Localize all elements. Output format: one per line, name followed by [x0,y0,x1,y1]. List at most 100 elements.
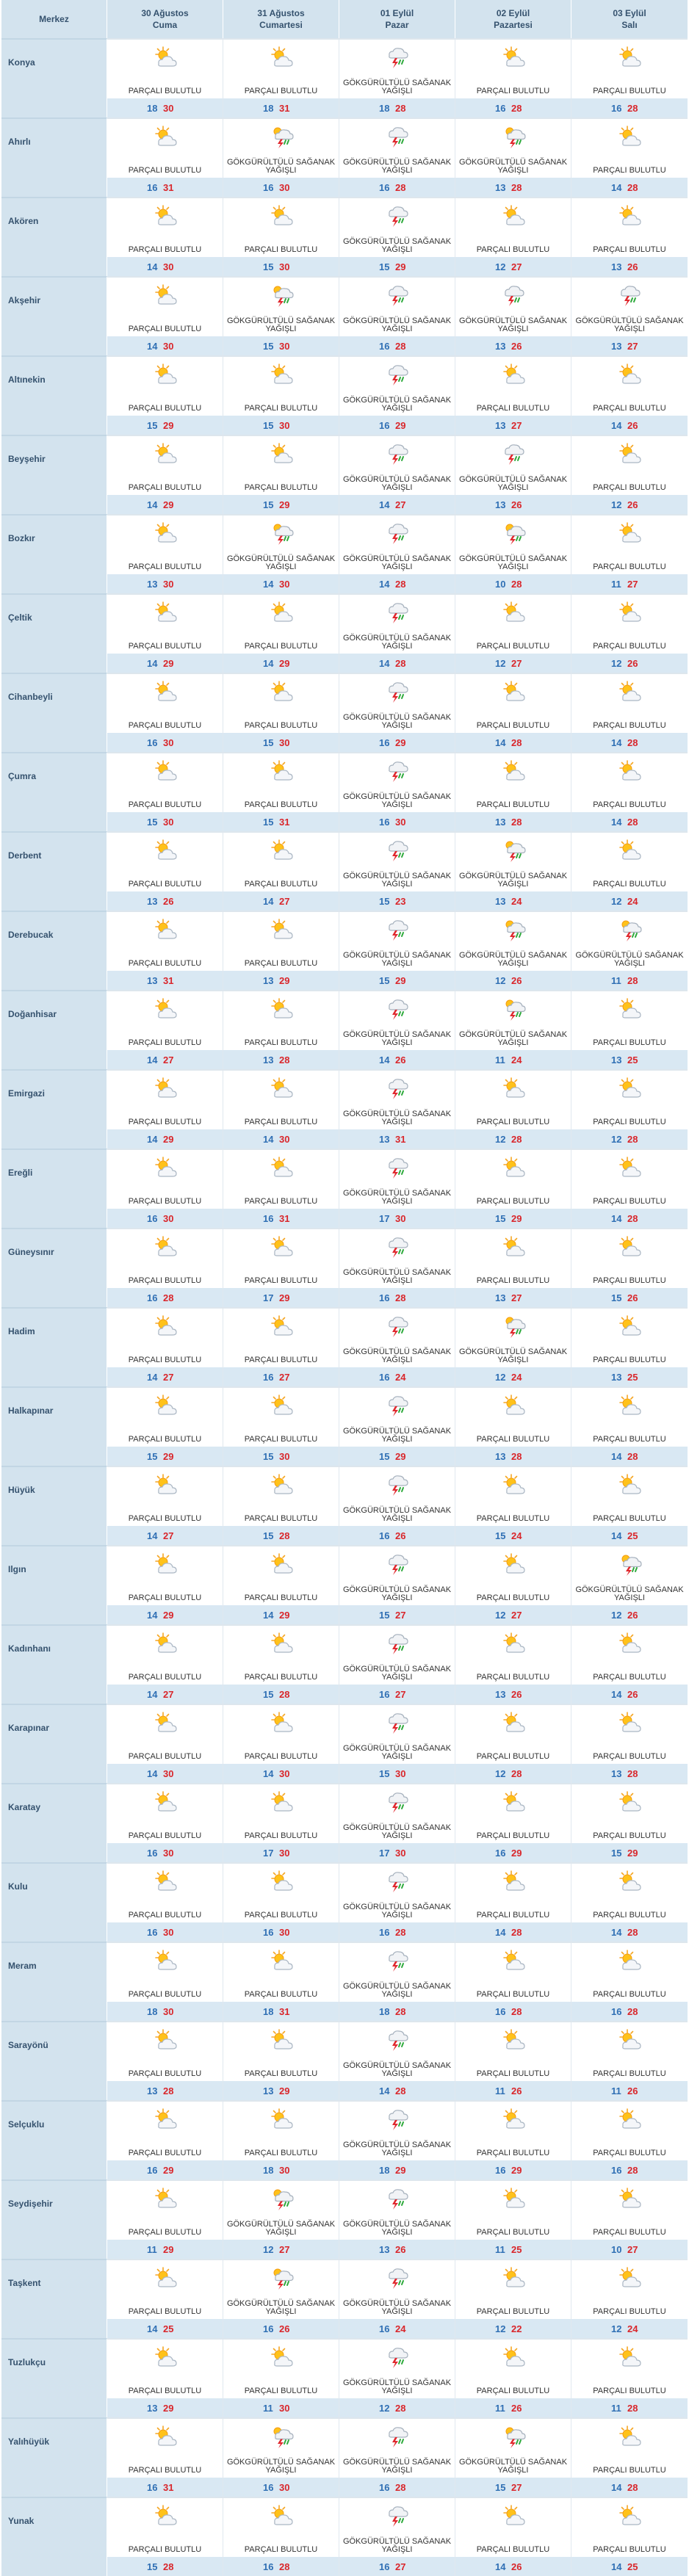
min-temp: 14 [611,1688,622,1700]
city-cell: Meram [1,1942,107,2021]
city-name[interactable]: Hadim [8,1326,35,1336]
condition-text: PARÇALI BULUTLU [128,404,202,413]
condition-text: PARÇALI BULUTLU [128,2149,202,2157]
thunderstorm-sun-icon [268,2266,295,2290]
weather-box: PARÇALI BULUTLU [107,595,223,654]
city-name[interactable]: Bozkır [8,533,35,543]
condition-text: PARÇALI BULUTLU [593,880,666,889]
city-name[interactable]: Konya [8,57,35,68]
thunderstorm-icon [384,759,411,783]
city-name[interactable]: Akşehir [8,295,41,305]
max-temp: 28 [511,102,522,114]
city-name[interactable]: Karatay [8,1802,41,1812]
city-name[interactable]: Hüyük [8,1485,35,1495]
city-name[interactable]: Cihanbeyli [8,692,53,702]
temperature-bar: 16 30 [107,733,223,752]
city-name[interactable]: Tuzlukçu [8,2357,46,2367]
city-name[interactable]: Kulu [8,1881,28,1892]
min-temp: 11 [611,578,621,590]
forecast-rows: Konya PARÇALI BULUTLU 18 30 PARÇALI BULUTLU 1… [1,38,688,2576]
condition-text: GÖKGÜRÜLTÜLÜ SAĞANAK YAĞIŞLI [226,158,336,175]
day-forecast-cell: PARÇALI BULUTLU 13 30 [107,514,223,593]
city-name[interactable]: Akören [8,216,39,226]
day-forecast-cell: PARÇALI BULUTLU 12 26 [571,593,688,673]
city-name[interactable]: Derebucak [8,930,54,940]
day-forecast-cell: PARÇALI BULUTLU 11 26 [571,2021,688,2100]
city-name[interactable]: Derbent [8,850,42,861]
city-name[interactable]: Karapınar [8,1723,50,1733]
city-name[interactable]: Yunak [8,2516,35,2526]
condition-text: PARÇALI BULUTLU [593,1435,666,1444]
thunderstorm-icon [384,601,411,624]
temperature-bar: 14 29 [107,654,223,673]
condition-text: PARÇALI BULUTLU [476,1276,550,1285]
city-name[interactable]: Meram [8,1961,37,1971]
temperature-bar: 18 28 [339,2002,455,2021]
partly-cloudy-icon [152,1949,178,1972]
city-name[interactable]: Yalıhüyük [8,2436,50,2447]
partly-cloudy-icon [152,2028,178,2052]
max-temp: 30 [163,340,174,352]
weather-box: PARÇALI BULUTLU [571,2419,688,2478]
city-name[interactable]: Doğanhisar [8,1009,57,1019]
city-name[interactable]: Selçuklu [8,2119,45,2130]
city-name[interactable]: Ahırlı [8,137,31,147]
condition-text: GÖKGÜRÜLTÜLÜ SAĞANAK YAĞIŞLI [226,554,336,571]
city-name[interactable]: Taşkent [8,2278,41,2288]
min-temp: 11 [147,2243,157,2255]
min-temp: 14 [611,419,622,431]
weather-box: GÖKGÜRÜLTÜLÜ SAĞANAK YAĞIŞLI [223,119,339,178]
min-temp: 13 [495,895,506,907]
city-cell: Cihanbeyli [1,673,107,752]
day-forecast-cell: PARÇALI BULUTLU 13 28 [223,990,339,1069]
day-forecast-cell: PARÇALI BULUTLU 16 30 [107,1148,223,1228]
condition-text: PARÇALI BULUTLU [476,1990,550,1999]
weather-box: PARÇALI BULUTLU [571,2260,688,2319]
partly-cloudy-icon [616,997,643,1021]
temperature-bar: 12 22 [455,2319,571,2338]
max-temp: 28 [395,340,406,352]
min-temp: 16 [495,2164,506,2176]
day-forecast-cell: PARÇALI BULUTLU 14 25 [107,2259,223,2338]
thunderstorm-sun-icon [268,283,295,307]
max-temp: 30 [163,578,174,590]
min-temp: 14 [147,657,158,669]
max-temp: 30 [279,2402,290,2414]
city-name[interactable]: Seydişehir [8,2199,53,2209]
day-column-header: 01 Eylül Pazar [339,0,455,38]
city-name[interactable]: Halkapınar [8,1405,54,1416]
city-name[interactable]: Ilgın [8,1564,26,1574]
city-name[interactable]: Sarayönü [8,2040,48,2050]
weather-box: GÖKGÜRÜLTÜLÜ SAĞANAK YAĞIŞLI [339,1388,455,1447]
temperature-bar: 13 30 [107,574,223,593]
max-temp: 23 [395,895,406,907]
city-cell: Bozkır [1,514,107,593]
temperature-bar: 11 28 [571,2398,688,2417]
min-temp: 15 [611,1292,622,1303]
temperature-bar: 14 27 [339,495,455,514]
day-forecast-cell: PARÇALI BULUTLU 13 29 [223,911,339,990]
partly-cloudy-icon [616,680,643,703]
condition-text: PARÇALI BULUTLU [476,2387,550,2395]
max-temp: 30 [279,2164,290,2176]
city-name[interactable]: Güneysınır [8,1247,54,1257]
thunderstorm-icon [384,125,411,148]
temperature-bar: 14 26 [339,1050,455,1069]
day-forecast-cell: GÖKGÜRÜLTÜLÜ SAĞANAK YAĞIŞLI 17 30 [339,1783,455,1862]
day-forecast-cell: PARÇALI BULUTLU 16 31 [107,2417,223,2497]
max-temp: 28 [627,181,638,193]
thunderstorm-icon [384,204,411,228]
city-name[interactable]: Emirgazi [8,1088,46,1099]
city-name[interactable]: Çeltik [8,612,32,623]
city-name[interactable]: Beyşehir [8,454,46,464]
city-name[interactable]: Çumra [8,771,37,781]
city-name[interactable]: Kadınhanı [8,1643,51,1654]
thunderstorm-sun-icon [616,1552,643,1576]
city-name[interactable]: Altınekin [8,375,46,385]
condition-text: PARÇALI BULUTLU [128,166,202,175]
city-name[interactable]: Ereğli [8,1168,33,1178]
partly-cloudy-icon [268,46,295,69]
weather-box: PARÇALI BULUTLU [107,674,223,733]
max-temp: 28 [511,1926,522,1938]
condition-text: PARÇALI BULUTLU [593,1831,666,1840]
